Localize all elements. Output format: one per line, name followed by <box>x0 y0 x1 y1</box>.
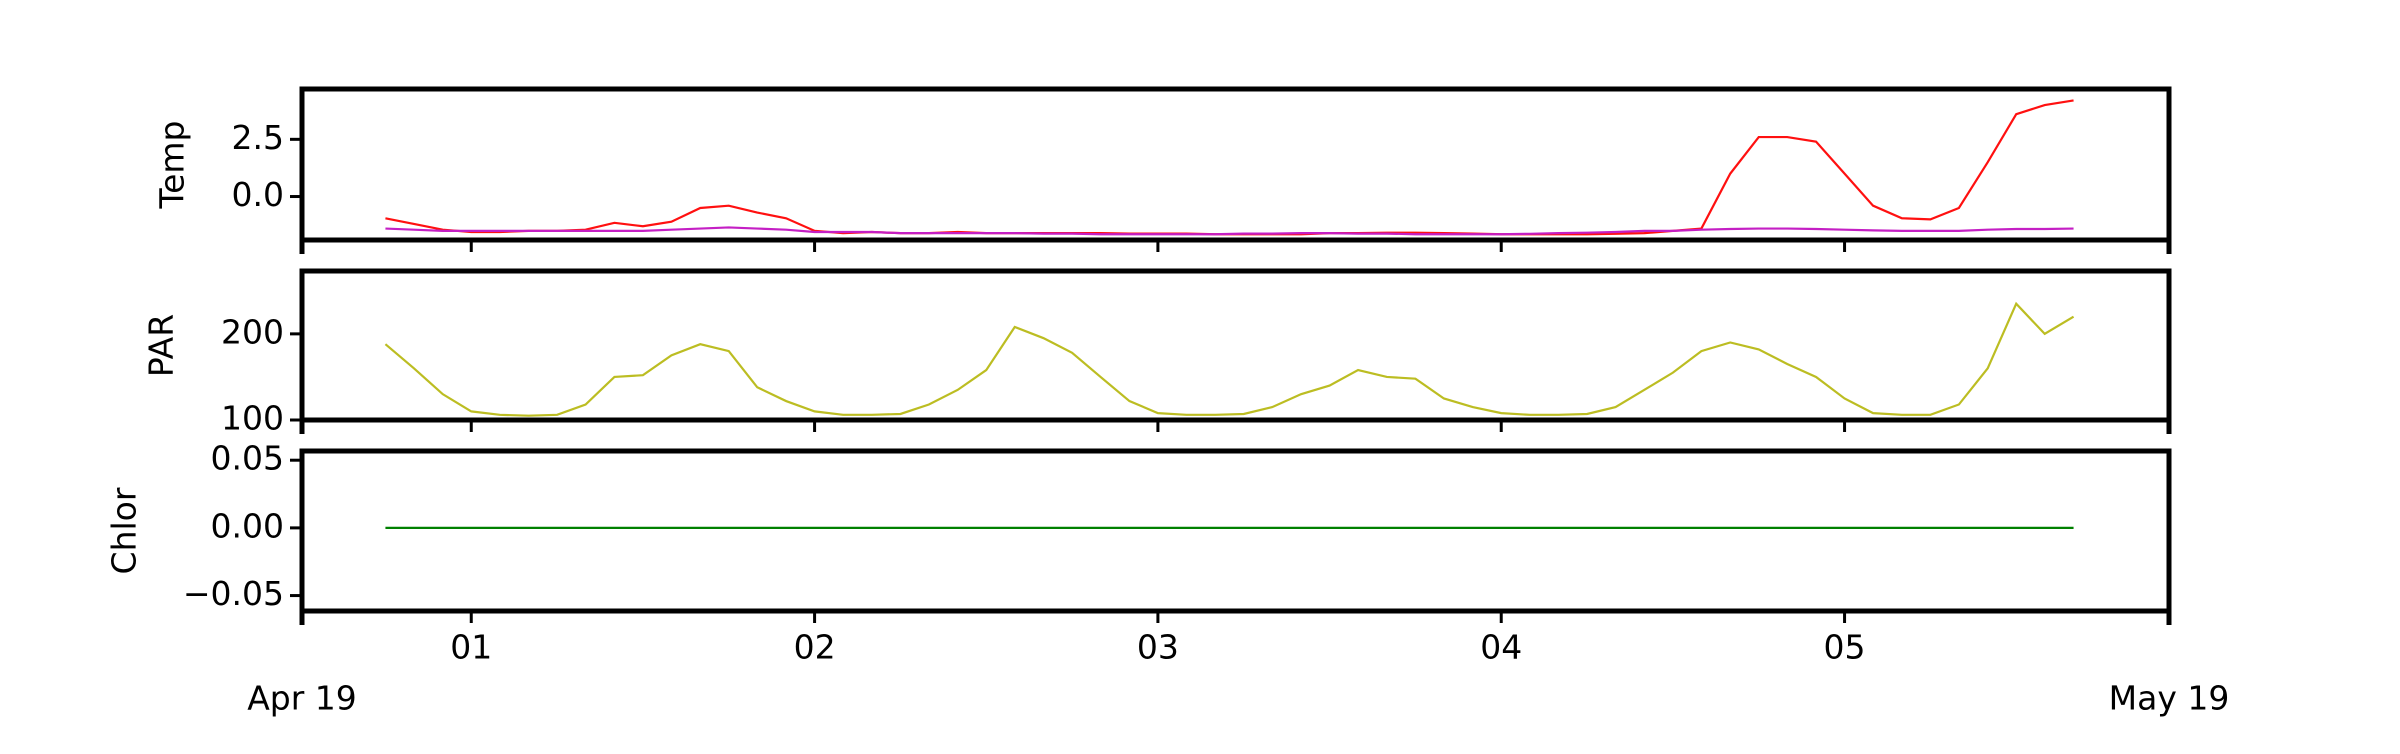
y-axis-label: PAR <box>142 314 181 377</box>
y-axis-label: Temp <box>153 121 192 210</box>
x-offset-label: Apr 19 <box>247 679 357 718</box>
x-tick-label: 04 <box>1480 628 1522 667</box>
data-line <box>385 99 2074 236</box>
y-tick-label: −0.05 <box>183 574 284 613</box>
x-offset-label: May 19 <box>2109 679 2230 718</box>
axes-frame <box>299 448 2172 614</box>
x-tick-label: 05 <box>1824 628 1866 667</box>
axes-frame <box>299 268 2172 423</box>
data-line <box>385 226 2074 236</box>
y-tick-label: 200 <box>221 312 284 351</box>
x-tick-label: 03 <box>1137 628 1179 667</box>
y-tick-label: 2.5 <box>232 118 284 157</box>
y-axis-label: Chlor <box>105 487 144 574</box>
axes-frame <box>299 86 2172 243</box>
y-tick-label: 0.00 <box>211 506 284 545</box>
data-line <box>384 301 2075 417</box>
y-tick-label: 100 <box>221 399 284 438</box>
y-tick-label: 0.0 <box>232 175 284 214</box>
x-tick-label: 02 <box>794 628 836 667</box>
x-tick-label: 01 <box>450 628 492 667</box>
y-tick-label: 0.05 <box>211 439 284 478</box>
